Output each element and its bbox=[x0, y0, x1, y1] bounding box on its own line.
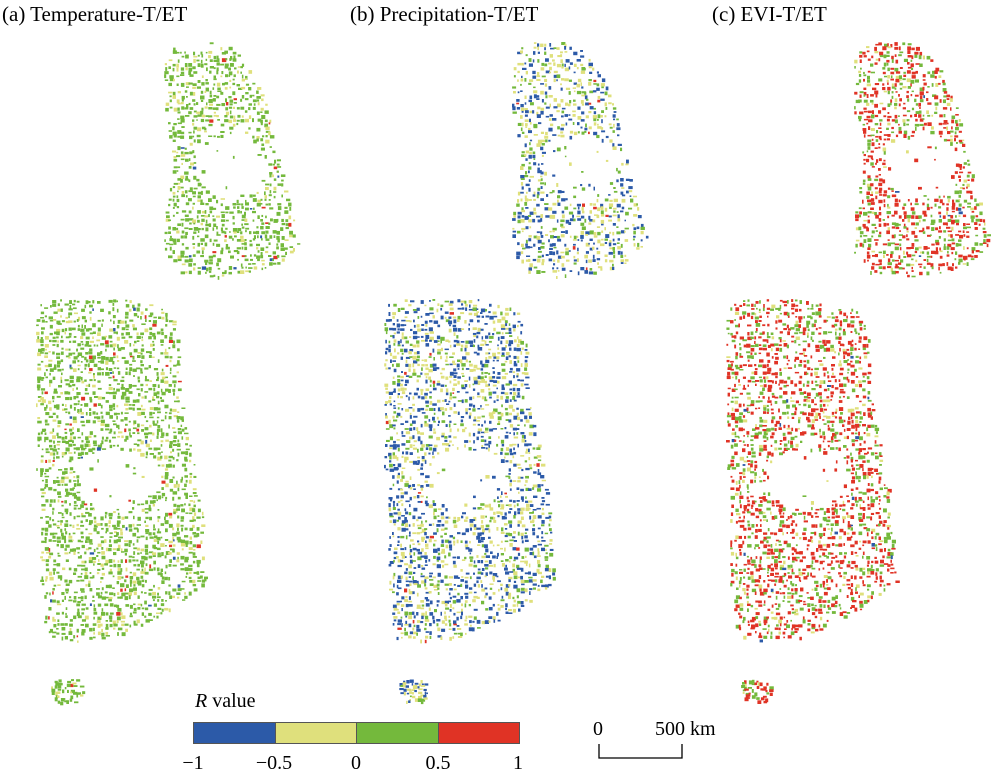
legend-tick-4: 0.5 bbox=[425, 752, 451, 774]
legend-class-4 bbox=[437, 723, 519, 743]
legend-class-2 bbox=[274, 723, 356, 743]
scale-bar-end-label: 500 km bbox=[655, 718, 716, 740]
map-island-region bbox=[51, 679, 86, 706]
legend-title-text: value bbox=[207, 690, 256, 712]
legend-tick-5: 1 bbox=[513, 752, 523, 774]
map-island-region bbox=[399, 679, 429, 705]
legend-title: R value bbox=[195, 690, 256, 713]
map-upper-region bbox=[854, 42, 991, 278]
legend-class-1 bbox=[194, 723, 275, 743]
map-lower-region bbox=[36, 299, 208, 643]
map-lower-region bbox=[384, 299, 556, 644]
legend-tick-3: 0 bbox=[351, 752, 361, 774]
legend-tick-1: −1 bbox=[182, 752, 204, 774]
scale-bar bbox=[598, 744, 683, 759]
legend-class-3 bbox=[356, 723, 438, 743]
map-lower-region bbox=[726, 299, 900, 643]
legend-color-bar bbox=[193, 722, 520, 744]
scale-bar-start-label: 0 bbox=[593, 718, 603, 740]
panel-a-title: (a) Temperature-T/ET bbox=[2, 2, 188, 26]
map-upper-region bbox=[512, 42, 649, 279]
panel-c-title: (c) EVI-T/ET bbox=[712, 2, 827, 26]
panel-b-title: (b) Precipitation-T/ET bbox=[350, 2, 539, 26]
legend-title-symbol: R bbox=[195, 690, 208, 712]
map-upper-region bbox=[164, 42, 301, 280]
legend-tick-2: −0.5 bbox=[255, 752, 293, 774]
map-island-region bbox=[741, 679, 774, 704]
